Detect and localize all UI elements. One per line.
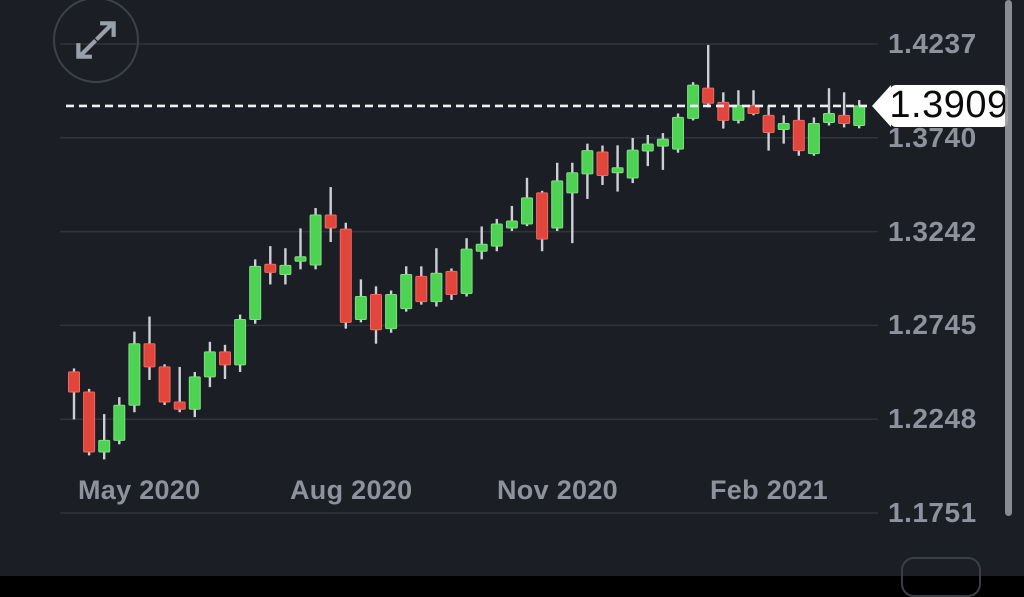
candle-body-down xyxy=(702,87,715,104)
candle-body-down xyxy=(83,391,96,453)
candle-body-up xyxy=(490,223,503,247)
y-axis-label: 1.3242 xyxy=(888,215,977,247)
candle-body-down xyxy=(792,119,805,152)
candle-body-up xyxy=(460,248,473,295)
expand-icon xyxy=(76,21,116,59)
candle-body-down xyxy=(762,114,775,134)
candle-body-up xyxy=(430,272,443,303)
candle-body-up xyxy=(823,112,835,124)
candle-body-up xyxy=(475,243,488,252)
candle-body-up xyxy=(113,404,126,441)
candle-body-up xyxy=(807,122,820,155)
x-axis-label-may-2020: May 2020 xyxy=(78,475,201,505)
candle-body-up xyxy=(566,172,579,194)
candle-body-down xyxy=(747,104,760,114)
bottom-right-button[interactable] xyxy=(901,557,981,597)
candle-body-up xyxy=(309,214,322,266)
candle-body-up xyxy=(687,84,700,119)
candle-body-up xyxy=(641,143,654,152)
price-tag-arrow-icon xyxy=(872,84,891,127)
x-axis-label-nov-2020: Nov 2020 xyxy=(497,475,618,505)
candle-body-up xyxy=(354,296,367,321)
candle-body-down xyxy=(339,228,352,323)
candle-body-up xyxy=(188,376,201,410)
expand-button[interactable] xyxy=(53,0,139,83)
candle-body-up xyxy=(581,150,594,175)
candle-body-up xyxy=(98,439,111,453)
candle-body-up xyxy=(732,104,745,121)
candle-body-up xyxy=(521,197,533,225)
candle-body-down xyxy=(264,263,277,273)
candle-body-up xyxy=(203,351,216,378)
candle-body-up xyxy=(672,116,684,150)
candle-body-down xyxy=(370,293,382,331)
candle-body-up xyxy=(611,167,624,174)
candle-body-up xyxy=(128,343,141,406)
y-axis-label: 1.2745 xyxy=(888,309,977,341)
candle-body-up xyxy=(626,149,639,179)
candle-body-up xyxy=(656,138,669,147)
candle-body-up xyxy=(853,105,866,127)
candle-body-up xyxy=(551,180,564,229)
candle-body-up xyxy=(234,319,247,366)
x-axis-label-feb-2021: Feb 2021 xyxy=(710,475,828,505)
candle-body-down xyxy=(219,351,231,366)
candle-body-down xyxy=(596,151,609,177)
candle-body-up xyxy=(777,122,790,130)
y-axis-label: 1.4237 xyxy=(888,28,977,59)
candle-body-up xyxy=(400,273,413,310)
candle-body-up xyxy=(249,265,262,321)
candle-body-down xyxy=(143,343,156,368)
candle-body-up xyxy=(505,220,518,229)
chart-canvas[interactable] xyxy=(0,0,1024,576)
candle-body-up xyxy=(385,293,398,330)
scrollbar[interactable] xyxy=(1005,0,1012,516)
current-price-tag: 1.3909 xyxy=(872,84,1009,127)
candle-body-up xyxy=(294,256,307,262)
candle-body-down xyxy=(68,371,80,393)
candle-body-down xyxy=(536,192,549,240)
candle-body-down xyxy=(838,114,851,124)
candle-body-down xyxy=(415,275,428,303)
y-axis-label: 1.3740 xyxy=(888,121,977,153)
candle-body-down xyxy=(173,401,186,410)
price-tag-value: 1.3909 xyxy=(889,84,1009,127)
candle-body-down xyxy=(445,270,458,295)
y-axis-label: 1.1751 xyxy=(888,497,977,528)
candle-body-down xyxy=(158,366,171,403)
x-axis-label-aug-2020: Aug 2020 xyxy=(290,475,413,505)
candle-body-up xyxy=(279,264,292,275)
y-axis-label: 1.2248 xyxy=(888,403,977,435)
candle-body-down xyxy=(324,214,337,229)
